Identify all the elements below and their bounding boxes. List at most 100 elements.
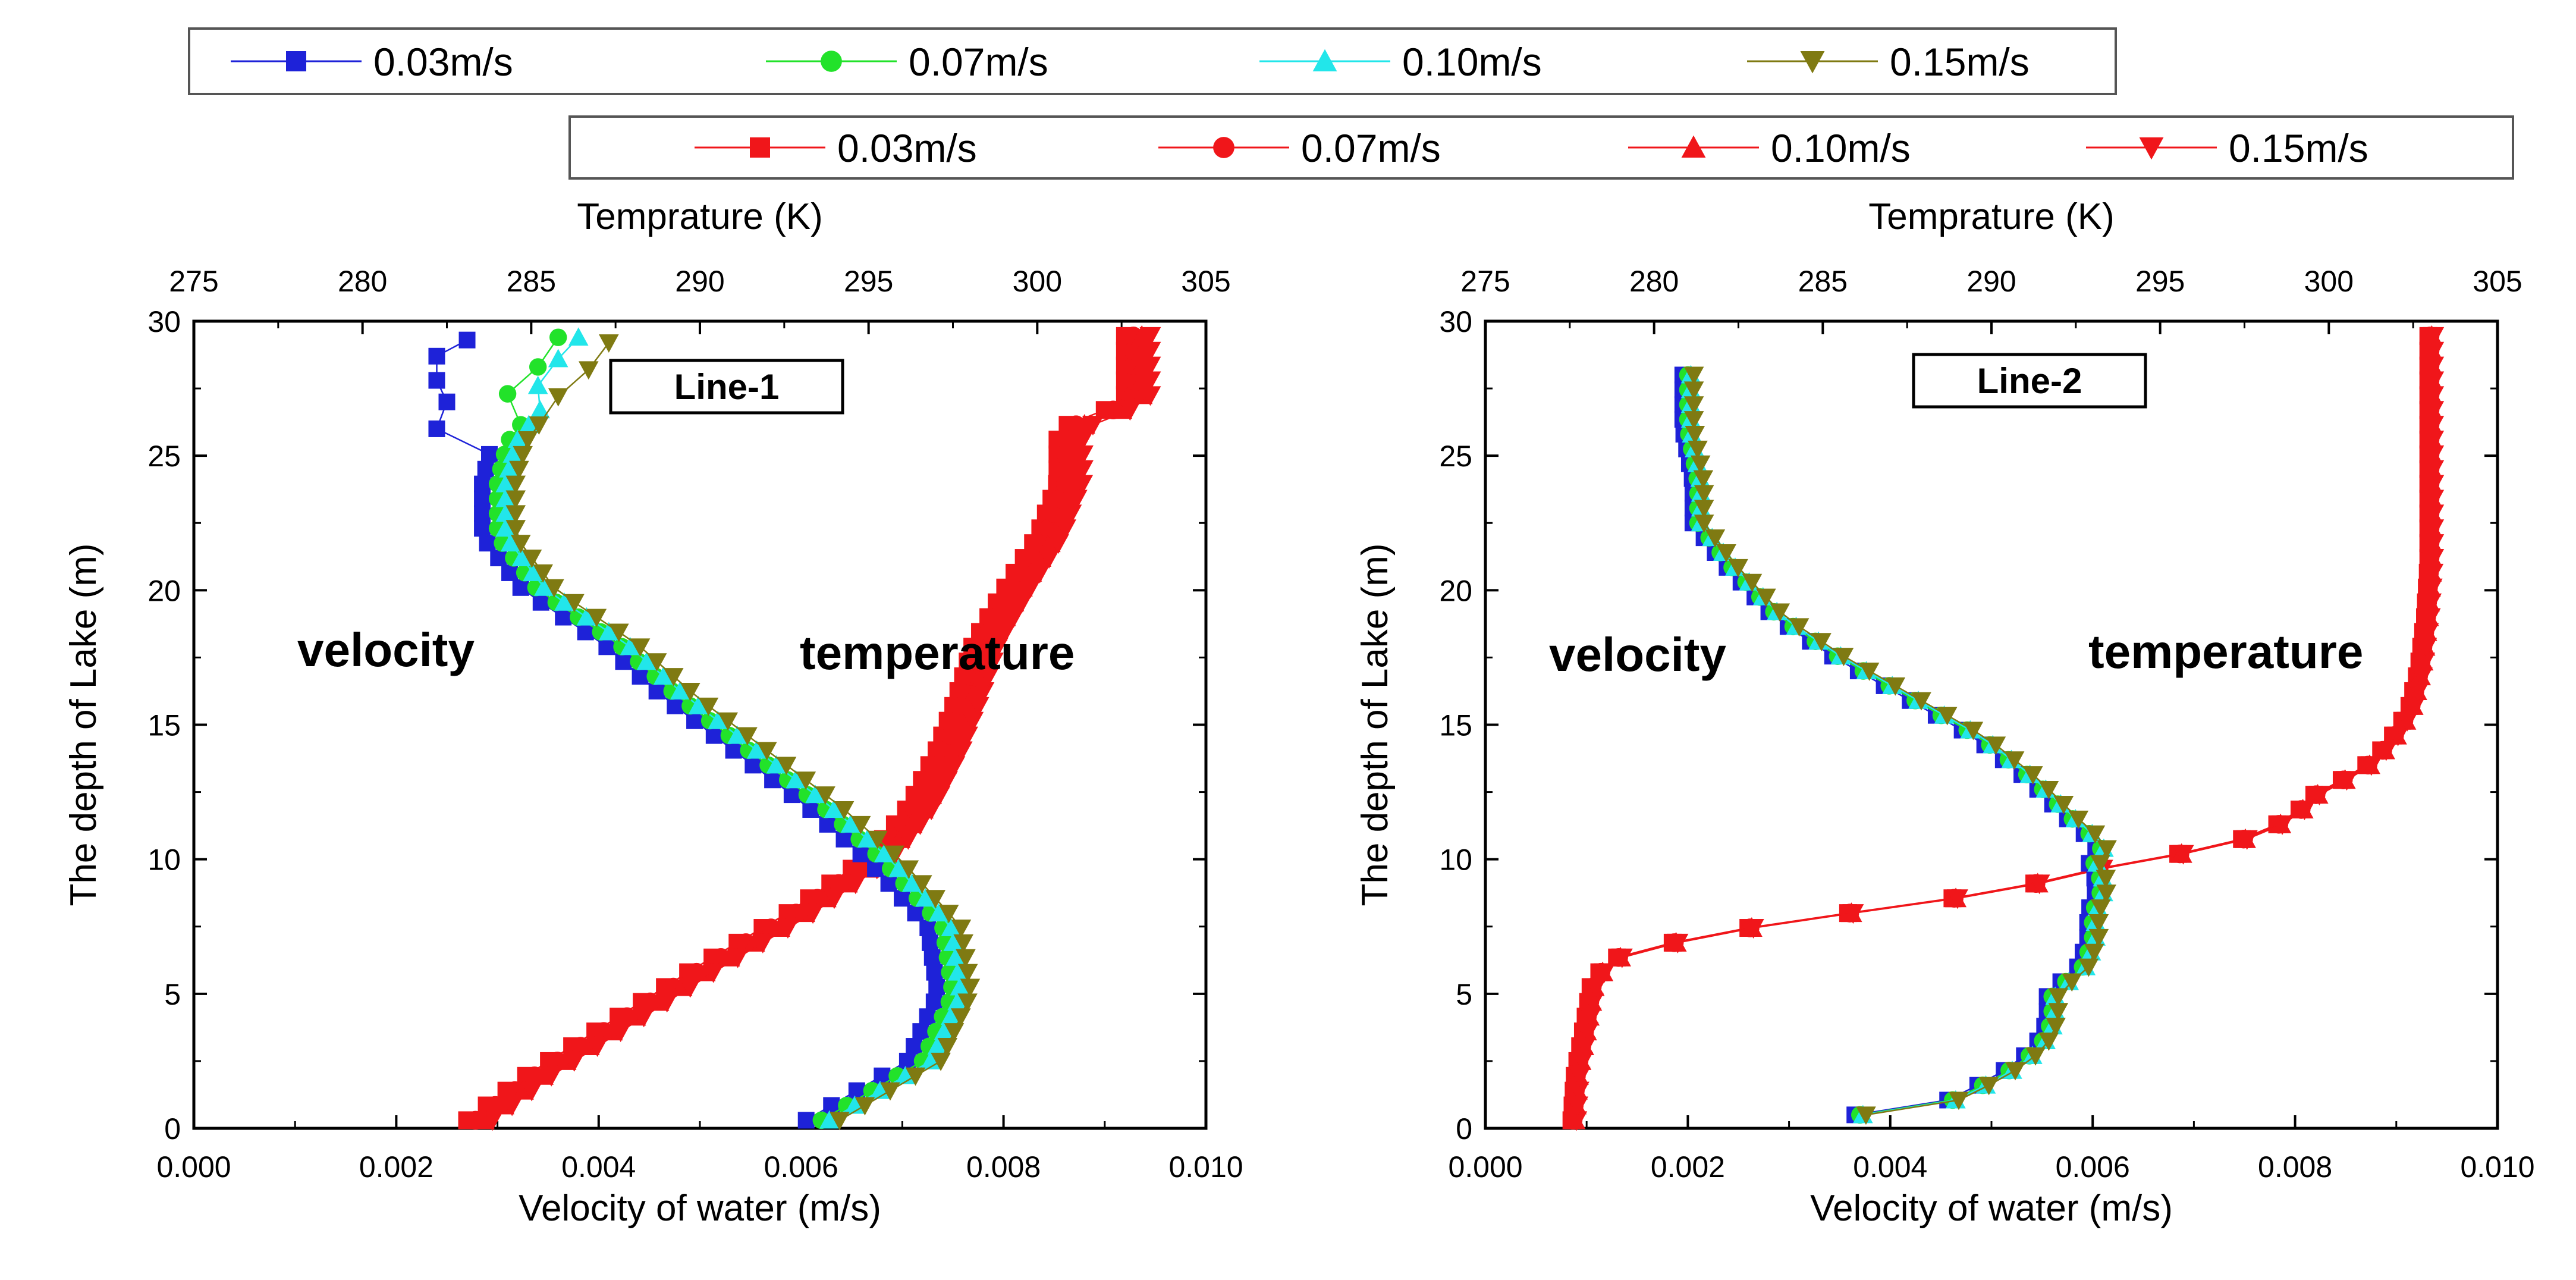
velocity-point <box>599 334 619 353</box>
velocity-point <box>912 1023 929 1040</box>
velocity-point <box>529 416 549 435</box>
velocity-point <box>1685 425 1705 444</box>
x-tick-label: 0.008 <box>966 1150 1041 1184</box>
velocity-point <box>1683 366 1704 385</box>
velocity-point <box>636 651 657 670</box>
velocity-point <box>725 742 742 759</box>
velocity-point <box>1683 396 1704 415</box>
temperature-point <box>1047 534 1069 554</box>
legend-frame <box>568 115 2514 180</box>
temperature-point <box>727 948 749 968</box>
velocity-point <box>2096 870 2116 889</box>
temperature-point <box>909 815 931 835</box>
velocity-point <box>2004 751 2025 770</box>
temperature-point <box>1003 608 1025 628</box>
velocity-point <box>708 710 728 729</box>
temperature-point <box>982 652 1004 673</box>
velocity-point <box>648 682 665 699</box>
top-tick-label: 290 <box>1966 265 2016 298</box>
velocity-point <box>529 358 547 376</box>
velocity-point <box>1833 648 1854 666</box>
top-tick-label: 275 <box>1460 265 1510 298</box>
velocity-point <box>727 725 747 744</box>
velocity-point <box>943 933 963 951</box>
temperature-point <box>2423 490 2445 510</box>
velocity-point <box>1856 1106 1876 1125</box>
velocity-point <box>1963 721 1984 741</box>
legend-label: 0.03m/s <box>837 126 977 170</box>
velocity-point <box>957 964 978 983</box>
panel-Line-2: 0.000 0.002 0.004 0.006 0.008 0.010 275 280 285 2… <box>1355 196 2535 1229</box>
x-tick-label: 0.010 <box>2460 1150 2534 1184</box>
legend-marker <box>1312 49 1337 71</box>
legend-marker <box>286 51 306 71</box>
temperature-point <box>987 638 1009 658</box>
temperature-point <box>1567 1081 1589 1102</box>
line-id-label: Line-1 <box>674 367 780 407</box>
temperature-point <box>1019 578 1041 598</box>
velocity-point <box>855 1097 875 1116</box>
velocity-point <box>586 608 607 628</box>
temperature-point <box>1593 963 1615 983</box>
temperature-point <box>844 874 866 895</box>
velocity-point <box>2046 1018 2066 1036</box>
temperature-point <box>2396 711 2418 732</box>
velocity-point <box>951 920 972 938</box>
temperature-point <box>1580 1008 1602 1028</box>
temperature-point <box>1139 327 1161 347</box>
velocity-point <box>548 388 568 407</box>
y-tick-label: 5 <box>1456 978 1472 1011</box>
velocity-point <box>495 488 516 507</box>
temperature-point <box>1060 504 1082 525</box>
legend-label: 0.15m/s <box>1890 40 2030 84</box>
velocity-point <box>615 653 632 670</box>
velocity-point <box>576 607 597 626</box>
velocity-point <box>2025 1047 2046 1066</box>
velocity-point <box>912 875 932 894</box>
velocity-point <box>796 771 816 790</box>
temperature-point <box>2172 845 2194 865</box>
y-tick-label: 25 <box>147 440 181 473</box>
velocity-point <box>517 431 538 450</box>
temperature-point <box>2336 771 2358 791</box>
x-tick-label: 0.000 <box>156 1150 231 1184</box>
temperature-point <box>2028 874 2050 895</box>
temperature-point <box>967 697 989 717</box>
velocity-point <box>718 712 739 731</box>
legend-marker <box>821 51 842 72</box>
velocity-series-0.07m/s <box>1679 366 2110 1124</box>
temperature-point <box>752 933 774 953</box>
velocity-point <box>507 429 528 448</box>
temperature-point <box>1072 475 1094 495</box>
temperature-point <box>897 830 919 850</box>
velocity-annotation: velocity <box>297 623 475 676</box>
temperature-point <box>2417 623 2439 643</box>
velocity-point <box>500 533 521 552</box>
temperature-point <box>702 963 724 983</box>
velocity-point <box>815 786 835 805</box>
velocity-point <box>505 520 526 539</box>
legend-label: 0.07m/s <box>909 40 1048 84</box>
temperature-line <box>483 335 1143 1121</box>
temperature-point <box>2423 445 2445 465</box>
y-tick-label: 15 <box>147 709 181 742</box>
temperature-point <box>2423 386 2445 406</box>
temperature-point <box>2407 682 2429 702</box>
y-tick-label: 10 <box>147 843 181 877</box>
velocity-point <box>1949 1091 1969 1110</box>
velocity-point <box>527 375 548 394</box>
top-tick-label: 300 <box>1013 265 1062 298</box>
temperature-line <box>475 335 1135 1121</box>
velocity-point <box>620 636 640 655</box>
legend-marker <box>2139 137 2164 160</box>
temperature-line <box>1574 335 2433 1121</box>
velocity-point <box>2038 1032 2059 1051</box>
temperature-point <box>1567 1096 1589 1116</box>
velocity-point <box>505 490 526 509</box>
y-tick-label: 15 <box>1439 709 1472 742</box>
panel-Line-1: 0.000 0.002 0.004 0.006 0.008 0.010 275 280 285 2… <box>63 196 1243 1229</box>
temperature-point <box>2420 593 2442 613</box>
line-id-box <box>1912 353 2147 409</box>
velocity-point <box>888 858 909 877</box>
velocity-point <box>479 535 496 552</box>
